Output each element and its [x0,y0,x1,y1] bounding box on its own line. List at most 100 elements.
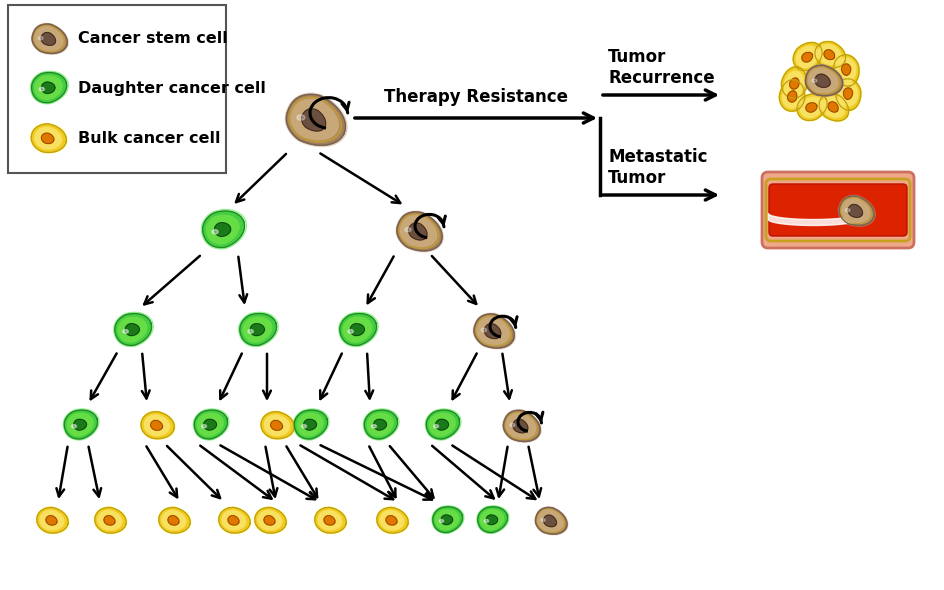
Polygon shape [31,124,66,152]
Polygon shape [30,123,68,153]
Polygon shape [291,99,338,140]
Text: Tumor
Recurrence: Tumor Recurrence [607,48,714,87]
Text: Therapy Resistance: Therapy Resistance [383,88,567,106]
Polygon shape [31,24,68,54]
Polygon shape [478,507,507,533]
Polygon shape [214,222,230,237]
Polygon shape [254,507,287,534]
Polygon shape [408,223,427,240]
Polygon shape [197,414,223,436]
Polygon shape [250,324,264,336]
Polygon shape [483,519,488,523]
Polygon shape [832,54,859,87]
Polygon shape [303,419,316,430]
Polygon shape [258,510,281,530]
Polygon shape [780,65,807,99]
Polygon shape [40,510,64,530]
Polygon shape [535,507,566,534]
Polygon shape [144,415,170,435]
Polygon shape [377,507,408,533]
Polygon shape [30,71,68,104]
Polygon shape [429,414,455,436]
Polygon shape [263,516,275,525]
Polygon shape [204,419,216,430]
Polygon shape [113,312,153,347]
Polygon shape [505,412,537,440]
Polygon shape [35,27,63,50]
Polygon shape [439,519,443,523]
Polygon shape [484,324,500,339]
Polygon shape [270,420,282,430]
Polygon shape [293,409,329,440]
Polygon shape [814,41,846,68]
Polygon shape [834,78,861,112]
Polygon shape [834,79,860,110]
Polygon shape [38,37,43,40]
Polygon shape [41,32,56,45]
Polygon shape [37,507,68,533]
Polygon shape [255,507,286,533]
Polygon shape [118,317,146,342]
Polygon shape [201,209,246,249]
Polygon shape [141,412,174,439]
Polygon shape [807,68,837,93]
Polygon shape [63,409,99,440]
Text: Bulk cancer cell: Bulk cancer cell [78,130,220,146]
Polygon shape [243,317,272,342]
Polygon shape [324,516,335,525]
Polygon shape [211,230,218,234]
Polygon shape [513,419,528,433]
Polygon shape [847,205,862,217]
Polygon shape [340,313,376,345]
Polygon shape [796,93,827,122]
Polygon shape [94,507,126,533]
Polygon shape [201,425,207,428]
Polygon shape [161,510,186,530]
Polygon shape [72,425,76,428]
Polygon shape [115,313,151,345]
Polygon shape [379,510,403,530]
Polygon shape [838,196,873,225]
Polygon shape [202,211,244,248]
Polygon shape [441,515,452,525]
Polygon shape [35,127,61,149]
Polygon shape [506,414,535,438]
Polygon shape [343,317,371,342]
Polygon shape [371,425,376,428]
Polygon shape [435,510,458,530]
Polygon shape [247,330,253,333]
Polygon shape [837,82,857,106]
Polygon shape [840,198,870,224]
Polygon shape [814,74,830,87]
FancyBboxPatch shape [768,184,906,236]
Polygon shape [404,228,411,232]
Bar [8,5,226,173]
Polygon shape [796,46,818,68]
Polygon shape [364,410,397,439]
Polygon shape [425,409,461,440]
Polygon shape [239,312,278,347]
Text: Cancer stem cell: Cancer stem cell [78,31,228,45]
Polygon shape [297,414,323,436]
Polygon shape [228,516,239,525]
Polygon shape [42,82,55,93]
Polygon shape [801,53,812,62]
FancyBboxPatch shape [761,172,913,248]
Polygon shape [474,314,514,348]
Polygon shape [74,419,87,430]
Polygon shape [260,411,295,440]
Polygon shape [473,313,514,349]
Polygon shape [35,76,62,100]
Polygon shape [301,425,306,428]
Polygon shape [207,215,239,244]
Polygon shape [314,507,346,533]
Polygon shape [168,516,178,525]
Polygon shape [835,58,855,82]
Polygon shape [362,409,398,440]
Polygon shape [126,324,139,336]
Polygon shape [818,93,849,122]
Polygon shape [194,410,228,439]
Polygon shape [400,215,436,247]
Polygon shape [796,94,826,120]
Polygon shape [432,507,462,533]
